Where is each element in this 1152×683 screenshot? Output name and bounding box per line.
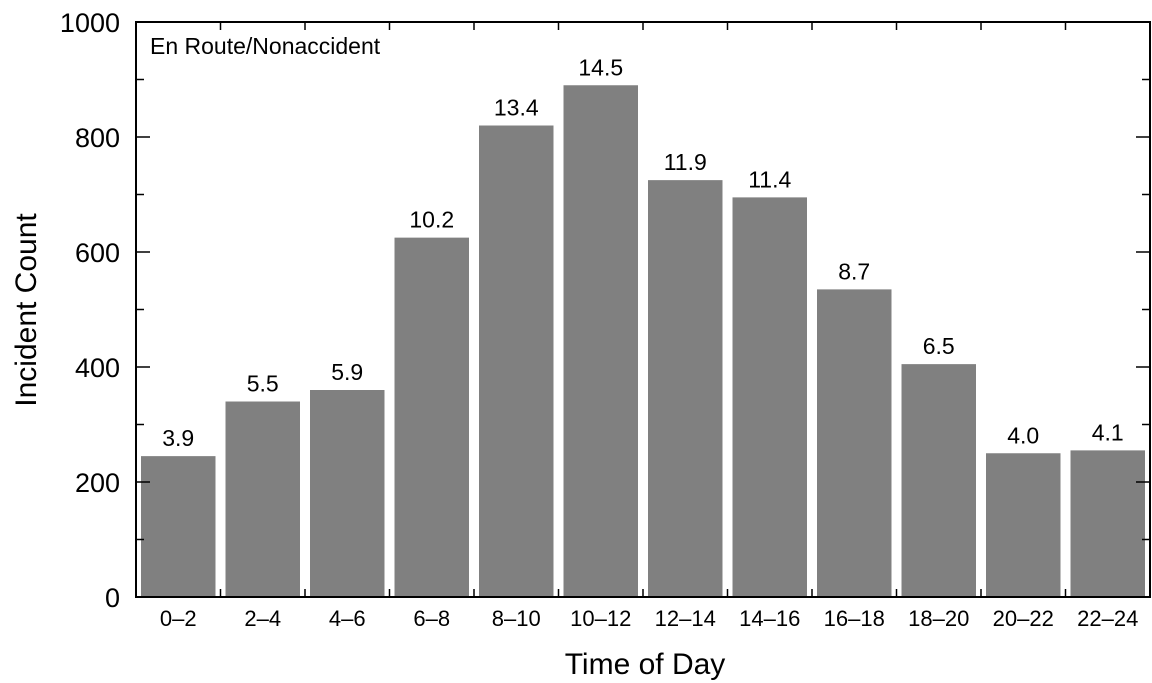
bar-labels: 3.9 5.5 5.9 10.2 13.4 14.5 11.9 11.4 8.7 6.5 4.0 4.… (162, 54, 1123, 451)
bar-2–4 (225, 401, 300, 597)
x-tick-label-6–8: 6–8 (413, 606, 450, 631)
bar-18–20 (901, 364, 976, 598)
y-axis-title: Incident Count (10, 213, 43, 407)
x-tick-label-8–10: 8–10 (492, 606, 541, 631)
y-tick-labels: 0 200 400 600 800 1000 (60, 8, 120, 613)
x-tick-label-22–24: 22–24 (1077, 606, 1138, 631)
x-tick-label-20–22: 20–22 (993, 606, 1054, 631)
bar-8–10 (479, 125, 554, 597)
bar-label-20–22: 4.0 (1007, 422, 1039, 448)
y-tick-label-200: 200 (75, 468, 120, 498)
x-axis-title: Time of Day (565, 648, 726, 681)
x-tick-label-0–2: 0–2 (160, 606, 197, 631)
bar-6–8 (394, 237, 469, 598)
y-tick-label-400: 400 (75, 353, 120, 383)
bar-0–2 (141, 456, 216, 598)
bar-12–14 (648, 180, 723, 598)
x-tick-label-14–16: 14–16 (739, 606, 800, 631)
x-tick-label-12–14: 12–14 (655, 606, 716, 631)
bar-label-2–4: 5.5 (247, 371, 279, 397)
y-tick-label-0: 0 (105, 583, 120, 613)
bar-14–16 (732, 197, 807, 598)
axes (135, 21, 1151, 598)
y-tick-label-800: 800 (75, 123, 120, 153)
x-tick-label-16–18: 16–18 (824, 606, 885, 631)
bar-16–18 (817, 289, 892, 598)
x-tick-label-4–6: 4–6 (329, 606, 366, 631)
bar-label-18–20: 6.5 (923, 333, 955, 359)
bar-label-10–12: 14.5 (578, 54, 623, 80)
bar-label-0–2: 3.9 (162, 425, 194, 451)
y-tick-label-1000: 1000 (60, 8, 120, 38)
y-tick-label-600: 600 (75, 238, 120, 268)
bar-label-22–24: 4.1 (1092, 419, 1124, 445)
x-tick-label-18–20: 18–20 (908, 606, 969, 631)
bars (141, 85, 1145, 598)
bar-label-4–6: 5.9 (331, 359, 363, 385)
bar-22–24 (1070, 450, 1145, 598)
x-tick-label-2–4: 2–4 (244, 606, 281, 631)
x-tick-label-10–12: 10–12 (570, 606, 631, 631)
bar-label-14–16: 11.4 (748, 166, 791, 192)
bar-10–12 (563, 85, 638, 597)
x-tick-labels: 0–2 2–4 4–6 6–8 8–10 10–12 12–14 14–16 16–18 18–2… (160, 606, 1138, 631)
chart-annotation: En Route/Nonaccident (150, 33, 381, 59)
bar-label-16–18: 8.7 (838, 258, 870, 284)
bar-label-6–8: 10.2 (409, 207, 454, 233)
bar-20–22 (986, 453, 1061, 597)
bar-4–6 (310, 390, 385, 597)
bar-label-8–10: 13.4 (494, 95, 539, 121)
bar-label-12–14: 11.9 (664, 149, 707, 175)
